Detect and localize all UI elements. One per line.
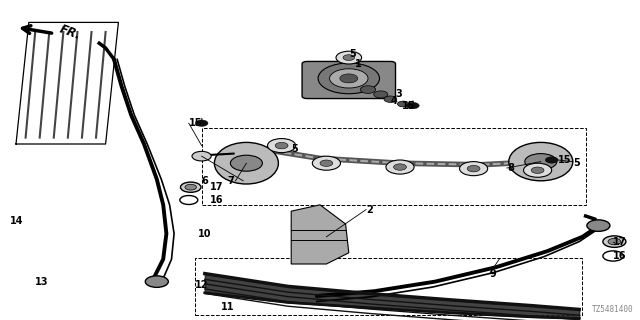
Circle shape: [406, 102, 419, 109]
Circle shape: [230, 155, 262, 171]
Text: 9: 9: [490, 268, 497, 279]
Text: 10: 10: [198, 228, 212, 239]
Circle shape: [545, 157, 558, 163]
Circle shape: [394, 164, 406, 170]
Circle shape: [360, 86, 376, 93]
Circle shape: [397, 101, 409, 107]
Circle shape: [460, 162, 488, 176]
Text: 15: 15: [189, 118, 202, 128]
Text: FR.: FR.: [58, 22, 83, 42]
Circle shape: [531, 167, 544, 173]
Circle shape: [525, 154, 557, 170]
Text: 13: 13: [35, 276, 49, 287]
Circle shape: [336, 51, 362, 64]
Text: 5: 5: [291, 144, 298, 154]
Circle shape: [320, 160, 333, 166]
Circle shape: [275, 142, 288, 149]
Circle shape: [587, 220, 610, 231]
Text: 4: 4: [390, 96, 397, 106]
Ellipse shape: [214, 142, 278, 184]
Circle shape: [386, 160, 414, 174]
Circle shape: [374, 91, 388, 98]
Circle shape: [180, 182, 201, 192]
FancyBboxPatch shape: [302, 61, 396, 99]
Text: 3: 3: [396, 89, 403, 100]
Ellipse shape: [509, 142, 573, 181]
Circle shape: [318, 63, 380, 94]
Circle shape: [384, 96, 397, 102]
Circle shape: [145, 276, 168, 287]
Text: 16: 16: [210, 195, 223, 205]
Polygon shape: [291, 205, 349, 264]
Circle shape: [192, 151, 211, 161]
Circle shape: [603, 236, 626, 247]
Text: 6: 6: [202, 176, 209, 186]
Circle shape: [524, 163, 552, 177]
Circle shape: [330, 69, 368, 88]
Text: 1: 1: [355, 59, 362, 69]
Text: 15: 15: [402, 100, 415, 111]
Text: 7: 7: [227, 176, 234, 186]
Text: 11: 11: [221, 302, 234, 312]
Text: 12: 12: [195, 280, 209, 290]
Circle shape: [312, 156, 340, 170]
Text: 15: 15: [558, 155, 572, 165]
Circle shape: [185, 184, 196, 190]
Text: 8: 8: [507, 163, 514, 173]
Text: 16: 16: [613, 251, 627, 261]
Text: 5: 5: [573, 158, 580, 168]
Text: 5: 5: [349, 49, 356, 60]
Circle shape: [467, 165, 480, 172]
Circle shape: [195, 120, 208, 126]
Circle shape: [343, 55, 355, 60]
Text: 14: 14: [10, 216, 23, 226]
Text: 17: 17: [613, 236, 627, 247]
Text: TZ5481400: TZ5481400: [592, 305, 634, 314]
Circle shape: [340, 74, 358, 83]
Text: 17: 17: [210, 182, 223, 192]
Text: 2: 2: [366, 204, 373, 215]
Circle shape: [608, 238, 621, 245]
Circle shape: [268, 139, 296, 153]
